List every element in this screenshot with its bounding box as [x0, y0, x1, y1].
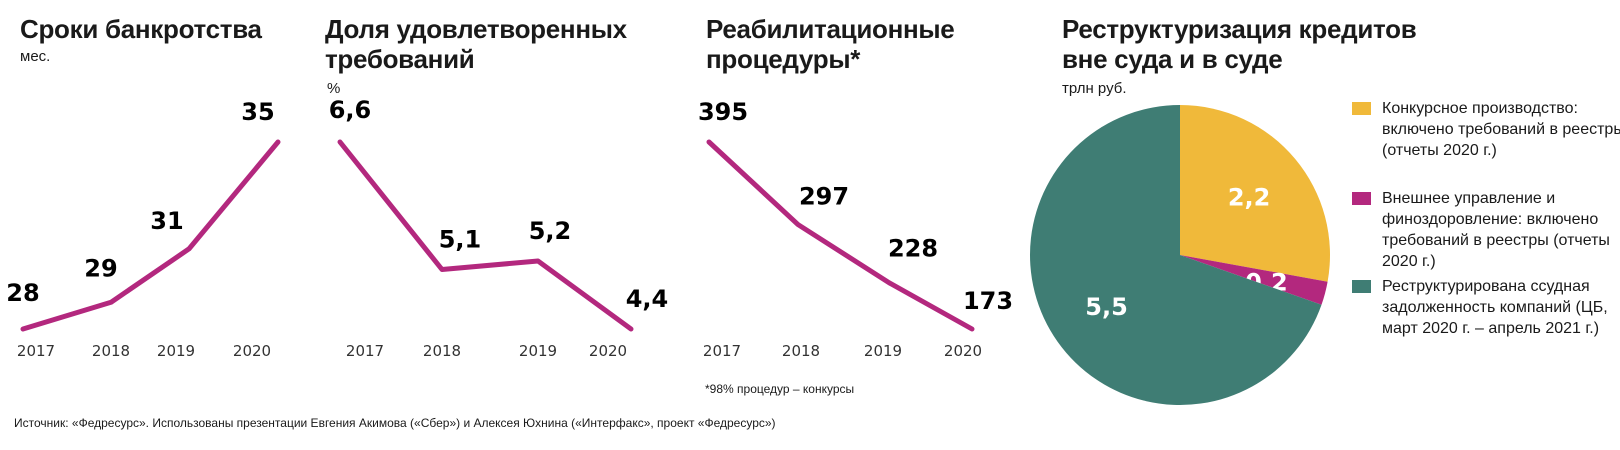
- legend-item: Внешнее управление и финоздоровление: вк…: [1352, 188, 1620, 272]
- x-tick-label: 2019: [519, 342, 557, 360]
- x-tick-label: 2018: [423, 342, 461, 360]
- line: [20, 139, 281, 332]
- value-label: 5,5: [1085, 293, 1128, 321]
- x-tick-label: 2020: [944, 342, 982, 360]
- value-label: 297: [799, 183, 849, 211]
- legend-swatch: [1352, 192, 1371, 205]
- legend-swatch: [1352, 102, 1371, 115]
- value-label: 228: [888, 235, 938, 263]
- x-tick-label: 2018: [782, 342, 820, 360]
- source: Источник: «Федресурс». Использованы през…: [14, 416, 776, 430]
- legend-item: Реструктурирована ссудная задолженность …: [1352, 276, 1620, 339]
- legend-item: Конкурсное производство: включено требов…: [1352, 98, 1620, 161]
- line: [337, 139, 634, 332]
- legend-label: Конкурсное производство: включено требов…: [1382, 100, 1620, 159]
- x-tick-label: 2018: [92, 342, 130, 360]
- legend-label: Реструктурирована ссудная задолженность …: [1382, 278, 1608, 337]
- value-label: 29: [84, 254, 117, 282]
- value-label: 5,1: [439, 226, 482, 254]
- x-tick-label: 2017: [346, 342, 384, 360]
- chart-subtitle: мес.: [20, 48, 51, 65]
- chart-title: Реабилитационные процедуры*: [706, 14, 955, 74]
- value-label: 28: [6, 279, 39, 307]
- value-label: 173: [963, 287, 1013, 315]
- chart-subtitle: трлн руб.: [1062, 80, 1127, 97]
- line: [706, 139, 975, 332]
- x-tick-label: 2020: [233, 342, 271, 360]
- legend-label: Внешнее управление и финоздоровление: вк…: [1382, 190, 1610, 270]
- chart-title: Сроки банкротства: [20, 14, 262, 44]
- pie-slice: [1029, 105, 1322, 406]
- value-label: 35: [241, 98, 274, 126]
- chart-title: Реструктуризация кредитов вне суда и в с…: [1062, 14, 1417, 74]
- x-tick-label: 2020: [589, 342, 627, 360]
- value-label: 31: [150, 207, 183, 235]
- chart-subtitle: %: [327, 80, 341, 97]
- value-label: 6,6: [329, 96, 372, 124]
- x-tick-label: 2017: [703, 342, 741, 360]
- x-tick-label: 2019: [157, 342, 195, 360]
- x-tick-label: 2017: [17, 342, 55, 360]
- value-label: 395: [698, 98, 748, 126]
- chart-title: Доля удовлетворенных требований: [325, 14, 627, 74]
- x-tick-label: 2019: [864, 342, 902, 360]
- annotation: *98% процедур – конкурсы: [705, 382, 855, 396]
- value-label: 4,4: [626, 285, 669, 313]
- pie-slice: [1180, 105, 1330, 282]
- value-label: 2,2: [1228, 183, 1271, 211]
- legend-swatch: [1352, 280, 1371, 293]
- value-label: 5,2: [529, 217, 572, 245]
- pie-slice: [1180, 255, 1328, 305]
